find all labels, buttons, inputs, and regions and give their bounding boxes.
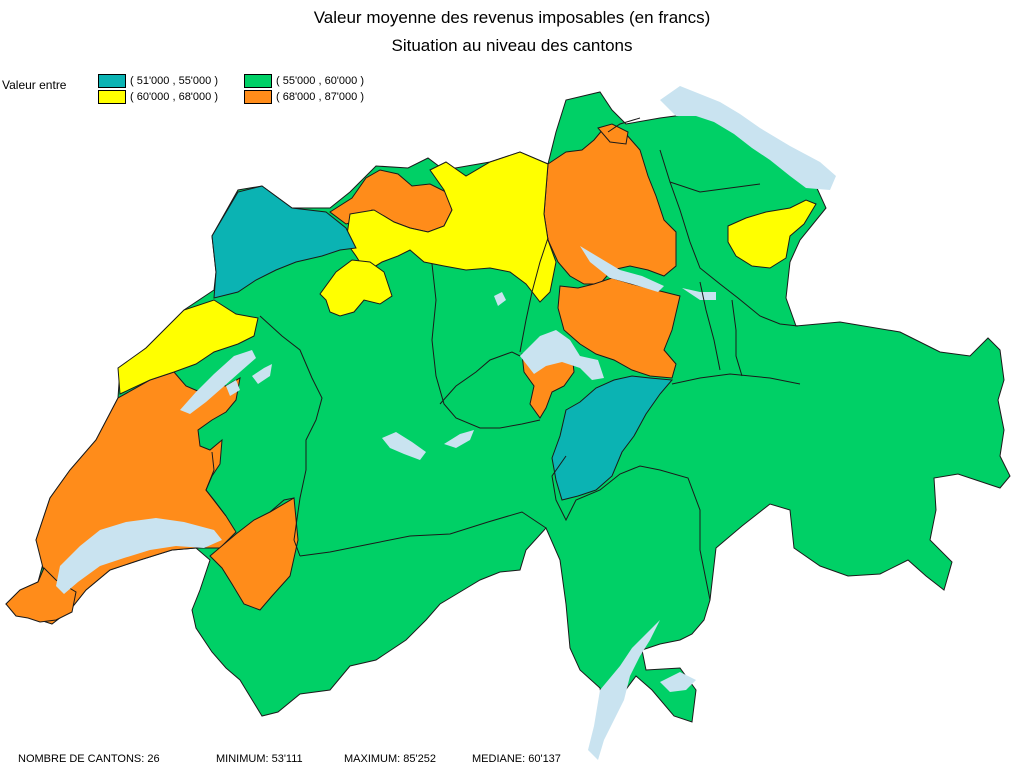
canton-borders — [205, 117, 801, 601]
lake-thun — [382, 432, 426, 460]
lake-sempach — [494, 292, 506, 306]
stat-minimum: MINIMUM: 53'111 — [216, 753, 303, 765]
stat-canton-count: NOMBRE DE CANTONS: 26 — [18, 753, 160, 765]
canton-ag — [345, 151, 557, 303]
map-title-block: Valeur moyenne des revenus imposables (e… — [0, 4, 1024, 60]
lake-lucerne — [520, 330, 604, 380]
lake-murten — [226, 380, 240, 396]
lake-zurich — [580, 246, 664, 292]
stat-maximum: MAXIMUM: 85'252 — [344, 753, 436, 765]
legend-label: Valeur entre — [2, 78, 67, 92]
canton-so — [319, 259, 393, 317]
legend-range: ( 60'000 , 68'000 ) — [130, 91, 218, 103]
lake-constance — [660, 86, 836, 190]
lake-wallensee — [682, 288, 716, 300]
lake-brienz — [444, 430, 474, 448]
lake-biel — [252, 364, 272, 384]
lake-maggiore — [588, 620, 660, 760]
lake-geneva — [56, 518, 222, 594]
legend-range: ( 55'000 , 60'000 ) — [276, 75, 364, 87]
canton-ur — [551, 375, 674, 501]
canton-zh — [543, 127, 677, 285]
canton-small-orange — [597, 123, 629, 145]
canton-vs-west — [209, 497, 299, 611]
legend-swatch — [98, 90, 126, 104]
lakes — [56, 86, 836, 760]
canton-ju — [211, 185, 357, 299]
canton-ne — [117, 299, 259, 395]
map-subtitle: Situation au niveau des cantons — [391, 36, 633, 55]
legend-range: ( 51'000 , 55'000 ) — [130, 75, 218, 87]
legend-range: ( 68'000 , 87'000 ) — [276, 91, 364, 103]
lake-lugano — [660, 672, 696, 692]
canton-ai-ar — [727, 199, 817, 269]
legend-swatch — [244, 74, 272, 88]
legend-swatch — [244, 90, 272, 104]
stat-median: MEDIANE: 60'137 — [472, 753, 561, 765]
lake-neuchatel — [180, 350, 256, 414]
legend-swatch — [98, 74, 126, 88]
map-title: Valeur moyenne des revenus imposables (e… — [313, 8, 711, 27]
